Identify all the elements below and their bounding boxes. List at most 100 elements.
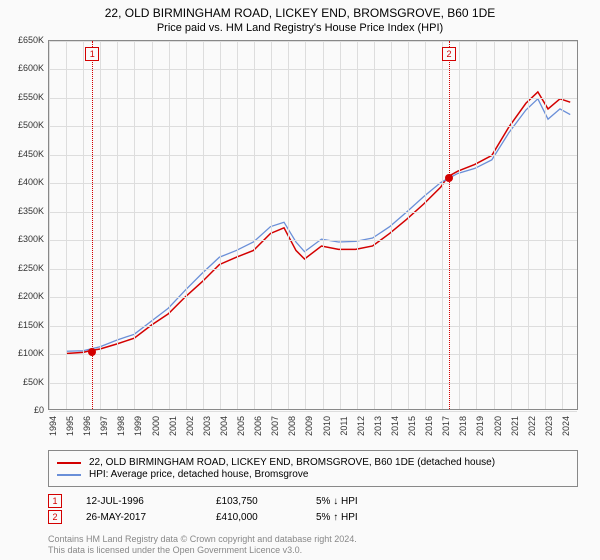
marker-line-2 (449, 41, 450, 409)
legend-label: HPI: Average price, detached house, Brom… (89, 469, 308, 480)
gridline-v (254, 41, 255, 409)
gridline-h (49, 354, 577, 355)
footer-line-1: Contains HM Land Registry data © Crown c… (48, 534, 357, 545)
x-tick-label: 1995 (65, 416, 75, 436)
gridline-v (220, 41, 221, 409)
x-tick-label: 2023 (544, 416, 554, 436)
y-tick-label: £400K (18, 177, 44, 187)
x-tick-label: 2020 (493, 416, 503, 436)
gridline-v (459, 41, 460, 409)
gridline-v (528, 41, 529, 409)
gridline-v (545, 41, 546, 409)
marker-table: 1 12-JUL-1996£103,7505% ↓ HPI 2 26-MAY-2017… (48, 492, 578, 526)
marker-id-box: 2 (48, 510, 62, 524)
footer-text: Contains HM Land Registry data © Crown c… (48, 534, 357, 556)
chart-title: 22, OLD BIRMINGHAM ROAD, LICKEY END, BRO… (0, 0, 600, 20)
gridline-h (49, 326, 577, 327)
gridline-v (288, 41, 289, 409)
marker-price: £103,750 (216, 496, 316, 507)
x-tick-label: 2015 (407, 416, 417, 436)
x-tick-label: 2010 (322, 416, 332, 436)
gridline-v (357, 41, 358, 409)
gridline-h (49, 69, 577, 70)
y-tick-label: £450K (18, 149, 44, 159)
marker-id-box: 1 (48, 494, 62, 508)
marker-table-row: 1 12-JUL-1996£103,7505% ↓ HPI (48, 494, 578, 508)
marker-box-1: 1 (85, 47, 99, 61)
x-tick-label: 1996 (82, 416, 92, 436)
x-tick-label: 2018 (458, 416, 468, 436)
gridline-h (49, 269, 577, 270)
legend-item: HPI: Average price, detached house, Brom… (57, 469, 569, 480)
legend-swatch (57, 474, 81, 476)
marker-date: 12-JUL-1996 (86, 496, 216, 507)
gridline-v (186, 41, 187, 409)
gridline-h (49, 383, 577, 384)
gridline-v (237, 41, 238, 409)
marker-dot-1 (88, 348, 96, 356)
gridline-v (511, 41, 512, 409)
x-tick-label: 2003 (202, 416, 212, 436)
x-tick-label: 2005 (236, 416, 246, 436)
series-line-hpi (66, 99, 570, 351)
y-tick-label: £550K (18, 92, 44, 102)
gridline-v (305, 41, 306, 409)
x-axis: 1994199519961997199819992000200120022003… (48, 412, 578, 442)
gridline-h (49, 183, 577, 184)
y-tick-label: £200K (18, 291, 44, 301)
x-tick-label: 2007 (270, 416, 280, 436)
x-tick-label: 1997 (99, 416, 109, 436)
x-tick-label: 2014 (390, 416, 400, 436)
legend-swatch (57, 462, 81, 464)
marker-table-row: 2 26-MAY-2017£410,0005% ↑ HPI (48, 510, 578, 524)
x-tick-label: 2000 (151, 416, 161, 436)
marker-box-2: 2 (442, 47, 456, 61)
gridline-v (562, 41, 563, 409)
gridline-v (323, 41, 324, 409)
x-tick-label: 1994 (48, 416, 58, 436)
x-tick-label: 2001 (168, 416, 178, 436)
gridline-h (49, 155, 577, 156)
chart-subtitle: Price paid vs. HM Land Registry's House … (0, 20, 600, 34)
y-tick-label: £300K (18, 234, 44, 244)
marker-note: 5% ↓ HPI (316, 496, 578, 507)
marker-note: 5% ↑ HPI (316, 512, 578, 523)
gridline-h (49, 41, 577, 42)
y-tick-label: £0 (34, 405, 44, 415)
gridline-h (49, 126, 577, 127)
gridline-v (134, 41, 135, 409)
x-tick-label: 2024 (561, 416, 571, 436)
gridline-v (476, 41, 477, 409)
gridline-v (152, 41, 153, 409)
y-tick-label: £350K (18, 206, 44, 216)
y-tick-label: £100K (18, 348, 44, 358)
gridline-v (203, 41, 204, 409)
x-tick-label: 2006 (253, 416, 263, 436)
gridline-v (340, 41, 341, 409)
legend-label: 22, OLD BIRMINGHAM ROAD, LICKEY END, BRO… (89, 457, 495, 468)
x-tick-label: 2002 (185, 416, 195, 436)
x-tick-label: 2009 (304, 416, 314, 436)
marker-price: £410,000 (216, 512, 316, 523)
x-tick-label: 2016 (424, 416, 434, 436)
gridline-v (169, 41, 170, 409)
y-tick-label: £250K (18, 263, 44, 273)
gridline-v (374, 41, 375, 409)
y-axis: £0£50K£100K£150K£200K£250K£300K£350K£400… (0, 40, 46, 410)
x-tick-label: 1999 (133, 416, 143, 436)
gridline-v (271, 41, 272, 409)
x-tick-label: 2008 (287, 416, 297, 436)
chart-plot-area: 12 (48, 40, 578, 410)
y-tick-label: £50K (23, 377, 44, 387)
gridline-v (83, 41, 84, 409)
gridline-v (66, 41, 67, 409)
y-tick-label: £500K (18, 120, 44, 130)
x-tick-label: 2004 (219, 416, 229, 436)
x-tick-label: 2021 (510, 416, 520, 436)
marker-date: 26-MAY-2017 (86, 512, 216, 523)
gridline-h (49, 212, 577, 213)
gridline-v (49, 41, 50, 409)
x-tick-label: 2022 (527, 416, 537, 436)
x-tick-label: 2013 (373, 416, 383, 436)
series-line-price_paid (66, 92, 570, 354)
